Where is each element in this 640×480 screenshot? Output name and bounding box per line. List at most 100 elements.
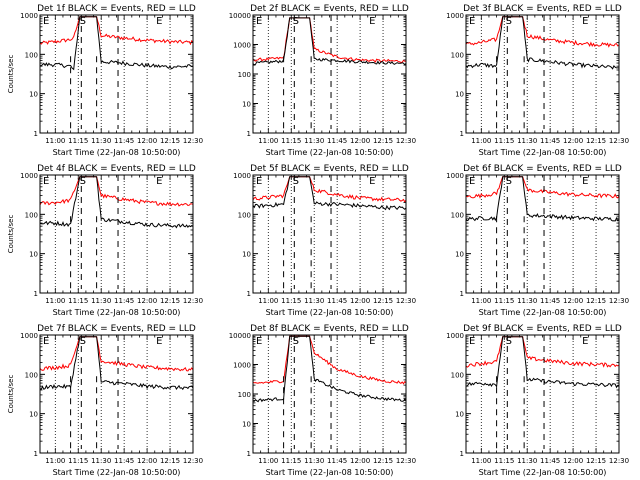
series-line-events: [465, 336, 620, 389]
event-marker-label: E: [256, 16, 262, 27]
x-tick-label: 11:15: [494, 137, 514, 145]
x-tick-label: 12:15: [586, 137, 606, 145]
chart-title: Det 3f BLACK = Events, RED = LLD: [463, 4, 622, 14]
event-marker-label: S: [80, 16, 86, 27]
event-marker-label: E: [369, 336, 375, 347]
x-tick-label: 11:15: [281, 137, 301, 145]
chart-panel-7: Det 7f BLACK = Events, RED = LLD Counts/s…: [7, 324, 203, 477]
series-line-lld: [465, 176, 620, 199]
event-marker-label: E: [469, 336, 475, 347]
x-tick-label: 11:00: [258, 297, 278, 305]
chart-title: Det 9f BLACK = Events, RED = LLD: [463, 324, 622, 334]
event-marker-label: E: [156, 176, 162, 187]
plot-frame: [252, 14, 407, 134]
event-marker-label: E: [369, 176, 375, 187]
x-tick-label: 11:45: [327, 297, 347, 305]
x-tick-label: 11:15: [281, 457, 301, 465]
x-tick-label: 12:00: [350, 457, 370, 465]
series-line-lld: [465, 16, 620, 48]
plot-frame: [465, 14, 620, 134]
x-axis-label: Start Time (22-Jan-08 10:50:00): [266, 148, 394, 157]
y-tick-label: 10: [455, 411, 464, 419]
event-marker-label: S: [506, 16, 512, 27]
event-marker-label: S: [293, 336, 299, 347]
y-tick-label: 100: [238, 391, 251, 399]
y-tick-label: 10: [242, 251, 251, 259]
plot-frame: [39, 334, 194, 454]
x-tick-label: 11:30: [517, 137, 537, 145]
series-line-events: [252, 176, 407, 211]
x-tick-label: 11:30: [304, 137, 324, 145]
x-tick-label: 11:15: [281, 297, 301, 305]
x-axis-label: Start Time (22-Jan-08 10:50:00): [53, 468, 181, 477]
x-axis-label: Start Time (22-Jan-08 10:50:00): [53, 148, 181, 157]
x-tick-label: 12:15: [160, 457, 180, 465]
x-tick-label: 12:30: [183, 297, 203, 305]
y-tick-label: 100: [451, 51, 464, 59]
x-tick-label: 11:45: [114, 137, 134, 145]
y-tick-label: 10000: [229, 12, 251, 20]
x-tick-label: 11:00: [258, 137, 278, 145]
y-tick-label: 100: [238, 211, 251, 219]
event-marker-label: E: [256, 336, 262, 347]
x-tick-label: 12:00: [563, 137, 583, 145]
chart-panel-9: Det 9f BLACK = Events, RED = LLD Start Ti…: [446, 324, 629, 477]
series-line-lld: [252, 17, 406, 64]
x-tick-label: 12:00: [137, 297, 157, 305]
x-axis-label: Start Time (22-Jan-08 10:50:00): [479, 148, 607, 157]
y-tick-label: 1000: [446, 172, 464, 180]
series-line-lld: [252, 335, 407, 385]
x-tick-label: 12:30: [609, 297, 629, 305]
x-tick-label: 12:15: [160, 297, 180, 305]
series-line-events: [39, 336, 194, 391]
x-tick-label: 11:00: [471, 457, 491, 465]
x-axis-label: Start Time (22-Jan-08 10:50:00): [266, 308, 394, 317]
x-tick-label: 12:30: [609, 457, 629, 465]
y-tick-label: 1000: [20, 12, 38, 20]
y-tick-label: 1000: [233, 42, 251, 50]
chart-panel-5: Det 5f BLACK = Events, RED = LLD Start Ti…: [233, 164, 416, 317]
series-line-lld: [39, 336, 194, 372]
event-marker-label: S: [506, 176, 512, 187]
x-tick-label: 11:45: [540, 457, 560, 465]
y-tick-label: 1000: [233, 172, 251, 180]
x-axis-label: Start Time (22-Jan-08 10:50:00): [479, 308, 607, 317]
x-tick-label: 12:30: [396, 297, 416, 305]
x-tick-label: 12:00: [137, 457, 157, 465]
plot-frame: [252, 334, 407, 454]
x-axis-label: Start Time (22-Jan-08 10:50:00): [53, 308, 181, 317]
plot-frame: [39, 14, 194, 134]
x-axis-label: Start Time (22-Jan-08 10:50:00): [266, 468, 394, 477]
chart-title: Det 6f BLACK = Events, RED = LLD: [463, 164, 622, 174]
chart-panel-3: Det 3f BLACK = Events, RED = LLD Start Ti…: [446, 4, 629, 157]
x-tick-label: 12:30: [396, 137, 416, 145]
y-tick-label: 100: [25, 371, 38, 379]
chart-panel-6: Det 6f BLACK = Events, RED = LLD Start Ti…: [446, 164, 629, 317]
y-tick-label: 10: [455, 91, 464, 99]
event-marker-label: S: [293, 16, 299, 27]
x-tick-label: 11:00: [45, 457, 65, 465]
series-line-events: [465, 16, 620, 70]
series-line-events: [39, 176, 194, 229]
x-tick-label: 11:45: [327, 457, 347, 465]
x-tick-label: 11:45: [114, 457, 134, 465]
y-tick-label: 1: [34, 290, 38, 298]
y-tick-label: 10: [242, 101, 251, 109]
x-tick-label: 12:00: [563, 457, 583, 465]
event-marker-label: E: [582, 336, 588, 347]
y-tick-label: 1: [460, 450, 464, 458]
x-tick-label: 11:45: [114, 297, 134, 305]
x-tick-label: 12:15: [373, 297, 393, 305]
x-tick-label: 12:30: [183, 457, 203, 465]
y-tick-label: 1: [460, 290, 464, 298]
event-marker-label: S: [80, 336, 86, 347]
y-axis-label: Counts/sec: [7, 55, 15, 94]
y-tick-label: 1000: [20, 332, 38, 340]
y-tick-label: 100: [238, 71, 251, 79]
series-line-lld: [39, 16, 194, 46]
event-marker-label: E: [156, 336, 162, 347]
x-tick-label: 11:30: [304, 457, 324, 465]
chart-title: Det 2f BLACK = Events, RED = LLD: [250, 4, 409, 14]
x-tick-label: 11:30: [517, 297, 537, 305]
y-tick-label: 10: [29, 411, 38, 419]
